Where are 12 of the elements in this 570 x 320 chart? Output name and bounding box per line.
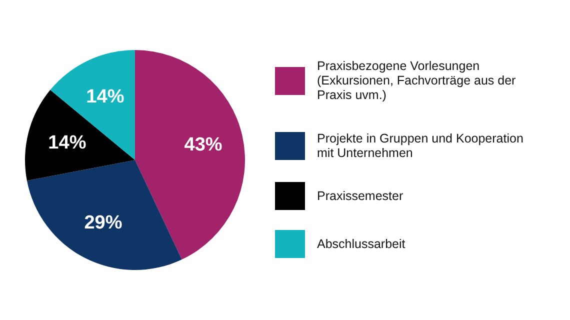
pie-slice — [50, 50, 135, 160]
data-label: 14% — [48, 132, 86, 154]
legend-label: Abschlussarbeit — [317, 237, 406, 251]
pie-slice — [26, 160, 182, 270]
data-label: 43% — [184, 134, 222, 156]
pie-slice — [25, 90, 135, 181]
legend-label: Projekte in Gruppen und Kooperation mit Unternehmen — [317, 132, 524, 160]
legend-label: Praxisbezogene Vorlesungen (Exkursionen, Fachvorträge aus der Praxis uvm.) — [317, 59, 516, 102]
pie-slice — [135, 50, 245, 260]
legend-label: Praxissemester — [317, 189, 404, 203]
data-label: 29% — [84, 212, 122, 234]
data-label: 14% — [86, 86, 124, 108]
